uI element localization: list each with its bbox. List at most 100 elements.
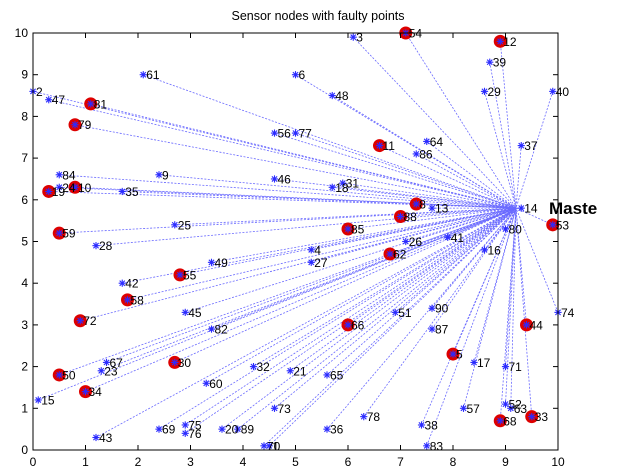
node-label: 45 [188, 306, 202, 320]
link-line [431, 207, 517, 309]
node-point [97, 367, 105, 375]
node-label: 10 [78, 181, 92, 195]
link-line [274, 132, 517, 209]
node-label: 20 [225, 423, 239, 437]
node-label: 83 [430, 439, 444, 453]
link-line [515, 91, 554, 209]
node-markers [29, 29, 562, 450]
node-label: 36 [330, 423, 344, 437]
node-point [71, 121, 79, 129]
x-tick-label: 5 [292, 455, 299, 469]
node-point [423, 137, 431, 146]
node-point [55, 183, 63, 191]
node-label: 44 [530, 318, 544, 332]
link-line [332, 186, 517, 209]
node-label: 12 [503, 35, 517, 49]
node-label: 66 [351, 318, 365, 332]
link-line [95, 207, 517, 247]
node-label: 19 [52, 185, 66, 199]
link-line [405, 32, 517, 209]
x-tick-label: 10 [551, 455, 565, 469]
y-tick-label: 2 [21, 360, 28, 374]
node-label: 24 [62, 181, 76, 195]
x-tick-label: 4 [240, 455, 247, 469]
link-line [484, 91, 517, 209]
node-label: 51 [398, 306, 412, 320]
y-tick-label: 1 [21, 401, 28, 415]
link-line [80, 207, 517, 322]
node-point [423, 442, 431, 450]
link-line [505, 208, 517, 405]
link-line [59, 207, 517, 234]
node-point [123, 296, 132, 304]
node-point [249, 363, 258, 371]
node-label: 38 [425, 418, 439, 432]
node-point [549, 221, 557, 229]
node-point [486, 58, 494, 66]
node-point [45, 96, 53, 104]
link-line [352, 36, 517, 209]
node-label: 56 [278, 127, 292, 141]
node-point [428, 204, 436, 212]
link-line [38, 207, 517, 401]
node-label: 81 [94, 97, 108, 111]
node-point [428, 304, 436, 312]
node-label: 82 [215, 323, 229, 337]
node-point [349, 33, 357, 41]
node-point [155, 171, 163, 179]
node-point [55, 371, 63, 379]
y-tick-label: 4 [21, 276, 28, 290]
x-tick-label: 2 [135, 455, 142, 469]
node-point [470, 358, 478, 367]
node-point [55, 171, 63, 179]
link-line [389, 207, 517, 255]
node-point [87, 100, 95, 108]
node-point [92, 433, 100, 442]
node-label: 58 [131, 293, 145, 307]
node-label: 77 [299, 127, 313, 141]
y-tick-label: 10 [15, 26, 29, 40]
node-point [428, 325, 436, 333]
link-line [59, 207, 517, 376]
node-point [270, 404, 279, 412]
link-line [431, 207, 517, 330]
link-line [515, 208, 533, 417]
x-tick-label: 9 [502, 455, 509, 469]
node-label: 31 [346, 177, 360, 191]
node-point [71, 183, 79, 191]
node-point [517, 204, 525, 212]
x-tick-label: 7 [397, 455, 404, 469]
node-label: 72 [83, 314, 97, 328]
node-point [501, 363, 510, 371]
node-label: 53 [556, 218, 570, 232]
link-line [211, 207, 517, 263]
node-label: 62 [393, 248, 407, 262]
link-line [515, 207, 559, 313]
node-label: 63 [514, 402, 528, 416]
link-line [274, 207, 517, 409]
node-label: 27 [314, 256, 328, 270]
node-label: 2 [36, 85, 43, 99]
node-label: 48 [335, 89, 349, 103]
node-label: 74 [561, 306, 575, 320]
link-line [347, 207, 517, 230]
x-tick-label: 8 [450, 455, 457, 469]
node-label: 8 [419, 197, 426, 211]
node-point [102, 358, 111, 367]
node-point [307, 246, 315, 254]
node-point [34, 396, 42, 404]
node-point [501, 225, 510, 233]
node-point [181, 429, 189, 437]
node-point [202, 379, 210, 387]
link-lines [32, 32, 559, 447]
node-point [402, 237, 410, 246]
node-point [291, 71, 300, 79]
link-line [499, 208, 517, 421]
node-point [496, 417, 504, 425]
y-tick-label: 3 [21, 318, 28, 332]
node-label: 87 [435, 323, 449, 337]
link-line [221, 207, 517, 430]
link-line [326, 207, 517, 430]
